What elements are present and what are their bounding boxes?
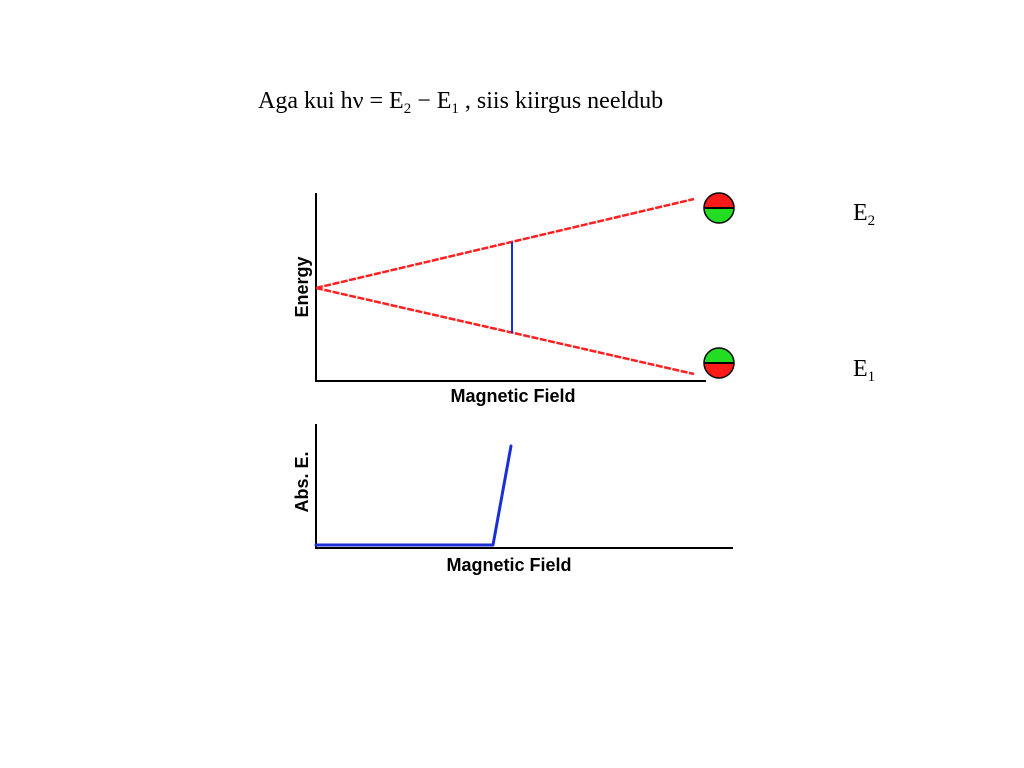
lower-level-label: E1	[853, 354, 876, 385]
absorption-curve	[314, 444, 513, 547]
absorption-x-axis-label: Magnetic Field	[446, 555, 571, 575]
lower-level-letter: E	[853, 356, 868, 382]
energy-plot: Energy Magnetic Field	[292, 193, 706, 406]
slide-title: Aga kui hν = E2 − E1 , siis kiirgus neel…	[258, 86, 664, 117]
lower-level-sub: 1	[867, 369, 876, 385]
spin-state-red-over-green-icon	[703, 192, 735, 224]
title-nu: ν	[352, 88, 364, 114]
upper-level-sub: 2	[867, 213, 876, 229]
upper-level-label: E2	[853, 198, 876, 229]
spin-state-green-over-red-icon	[703, 347, 735, 379]
lower-energy-level-line	[315, 286, 695, 376]
title-equals: = E	[363, 88, 404, 114]
title-sub-1: 1	[451, 101, 459, 117]
energy-y-axis-label: Energy	[292, 256, 312, 317]
absorption-plot: Abs. E. Magnetic Field	[292, 424, 733, 575]
upper-level-letter: E	[853, 200, 868, 226]
energy-x-axis-label: Magnetic Field	[450, 386, 575, 406]
title-prefix: Aga kui h	[258, 88, 353, 114]
absorption-y-axis-label: Abs. E.	[292, 451, 312, 512]
upper-energy-level-line	[315, 197, 695, 290]
title-minus: − E	[411, 88, 452, 114]
title-sub-2: 2	[403, 101, 412, 117]
title-suffix: , siis kiirgus neeldub	[458, 88, 664, 114]
